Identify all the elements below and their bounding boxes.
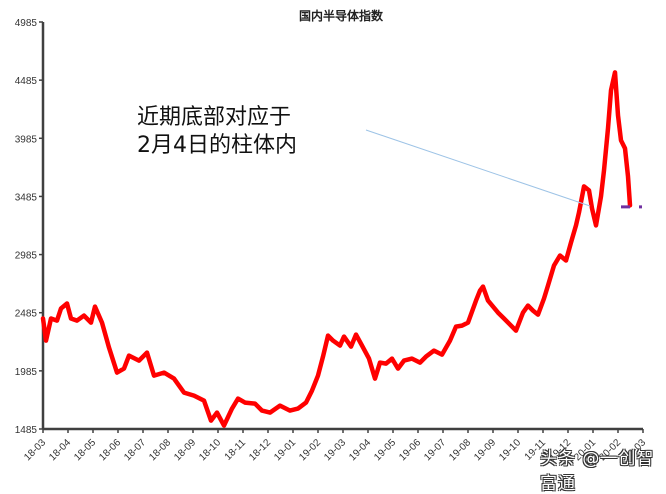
x-tick-label: 18-06 xyxy=(97,437,123,463)
x-tick-label: 18-08 xyxy=(147,437,173,463)
x-tick-label: 19-05 xyxy=(372,437,398,463)
annotation-text: 近期底部对应于 2月4日的柱体内 xyxy=(137,104,297,160)
series-line xyxy=(40,70,633,428)
x-tick-label: 18-10 xyxy=(197,437,223,463)
x-tick-label: 19-10 xyxy=(497,437,523,463)
annotation-leader-line xyxy=(365,129,591,207)
x-tick-label: 19-08 xyxy=(447,437,473,463)
line-chart: 国内半导体指数 1485 1985 2485 2985 3485 3985 4485 4985… xyxy=(15,8,649,463)
y-tick-label: 4985 xyxy=(15,18,38,29)
y-tick-label: 1485 xyxy=(15,425,38,436)
y-tick-label: 3485 xyxy=(15,192,38,203)
x-tick-label: 18-07 xyxy=(122,437,148,463)
x-tick-label: 19-07 xyxy=(422,437,448,463)
x-tick-label: 19-09 xyxy=(472,437,498,463)
y-tick-label: 2985 xyxy=(15,251,38,262)
x-tick-label: 18-09 xyxy=(172,437,198,463)
x-tick-label: 19-01 xyxy=(272,437,298,463)
y-tick-label: 4485 xyxy=(15,76,38,87)
x-tick-label: 18-11 xyxy=(223,437,249,463)
chart-title: 国内半导体指数 xyxy=(299,8,384,23)
x-tick-label: 19-06 xyxy=(397,437,423,463)
x-tick-label: 18-12 xyxy=(247,437,273,463)
annotation-line-1: 近期底部对应于 xyxy=(137,105,292,130)
y-tick-label: 1985 xyxy=(15,367,38,378)
watermark: 头条 @一创智富通 xyxy=(540,449,655,494)
x-tick-label: 19-02 xyxy=(297,437,323,463)
x-tick-label: 18-04 xyxy=(47,437,73,463)
x-tick-label: 19-04 xyxy=(347,437,373,463)
x-tick-label: 18-05 xyxy=(72,437,98,463)
annotation-line-2: 2月4日的柱体内 xyxy=(137,133,297,158)
data-series xyxy=(40,70,633,428)
x-tick-label: 19-03 xyxy=(322,437,348,463)
y-axis: 1485 1985 2485 2985 3485 3985 4485 4985 xyxy=(15,18,45,436)
y-tick-label: 3985 xyxy=(15,134,38,145)
x-tick-label: 18-03 xyxy=(22,437,48,463)
y-tick-label: 2485 xyxy=(15,309,38,320)
